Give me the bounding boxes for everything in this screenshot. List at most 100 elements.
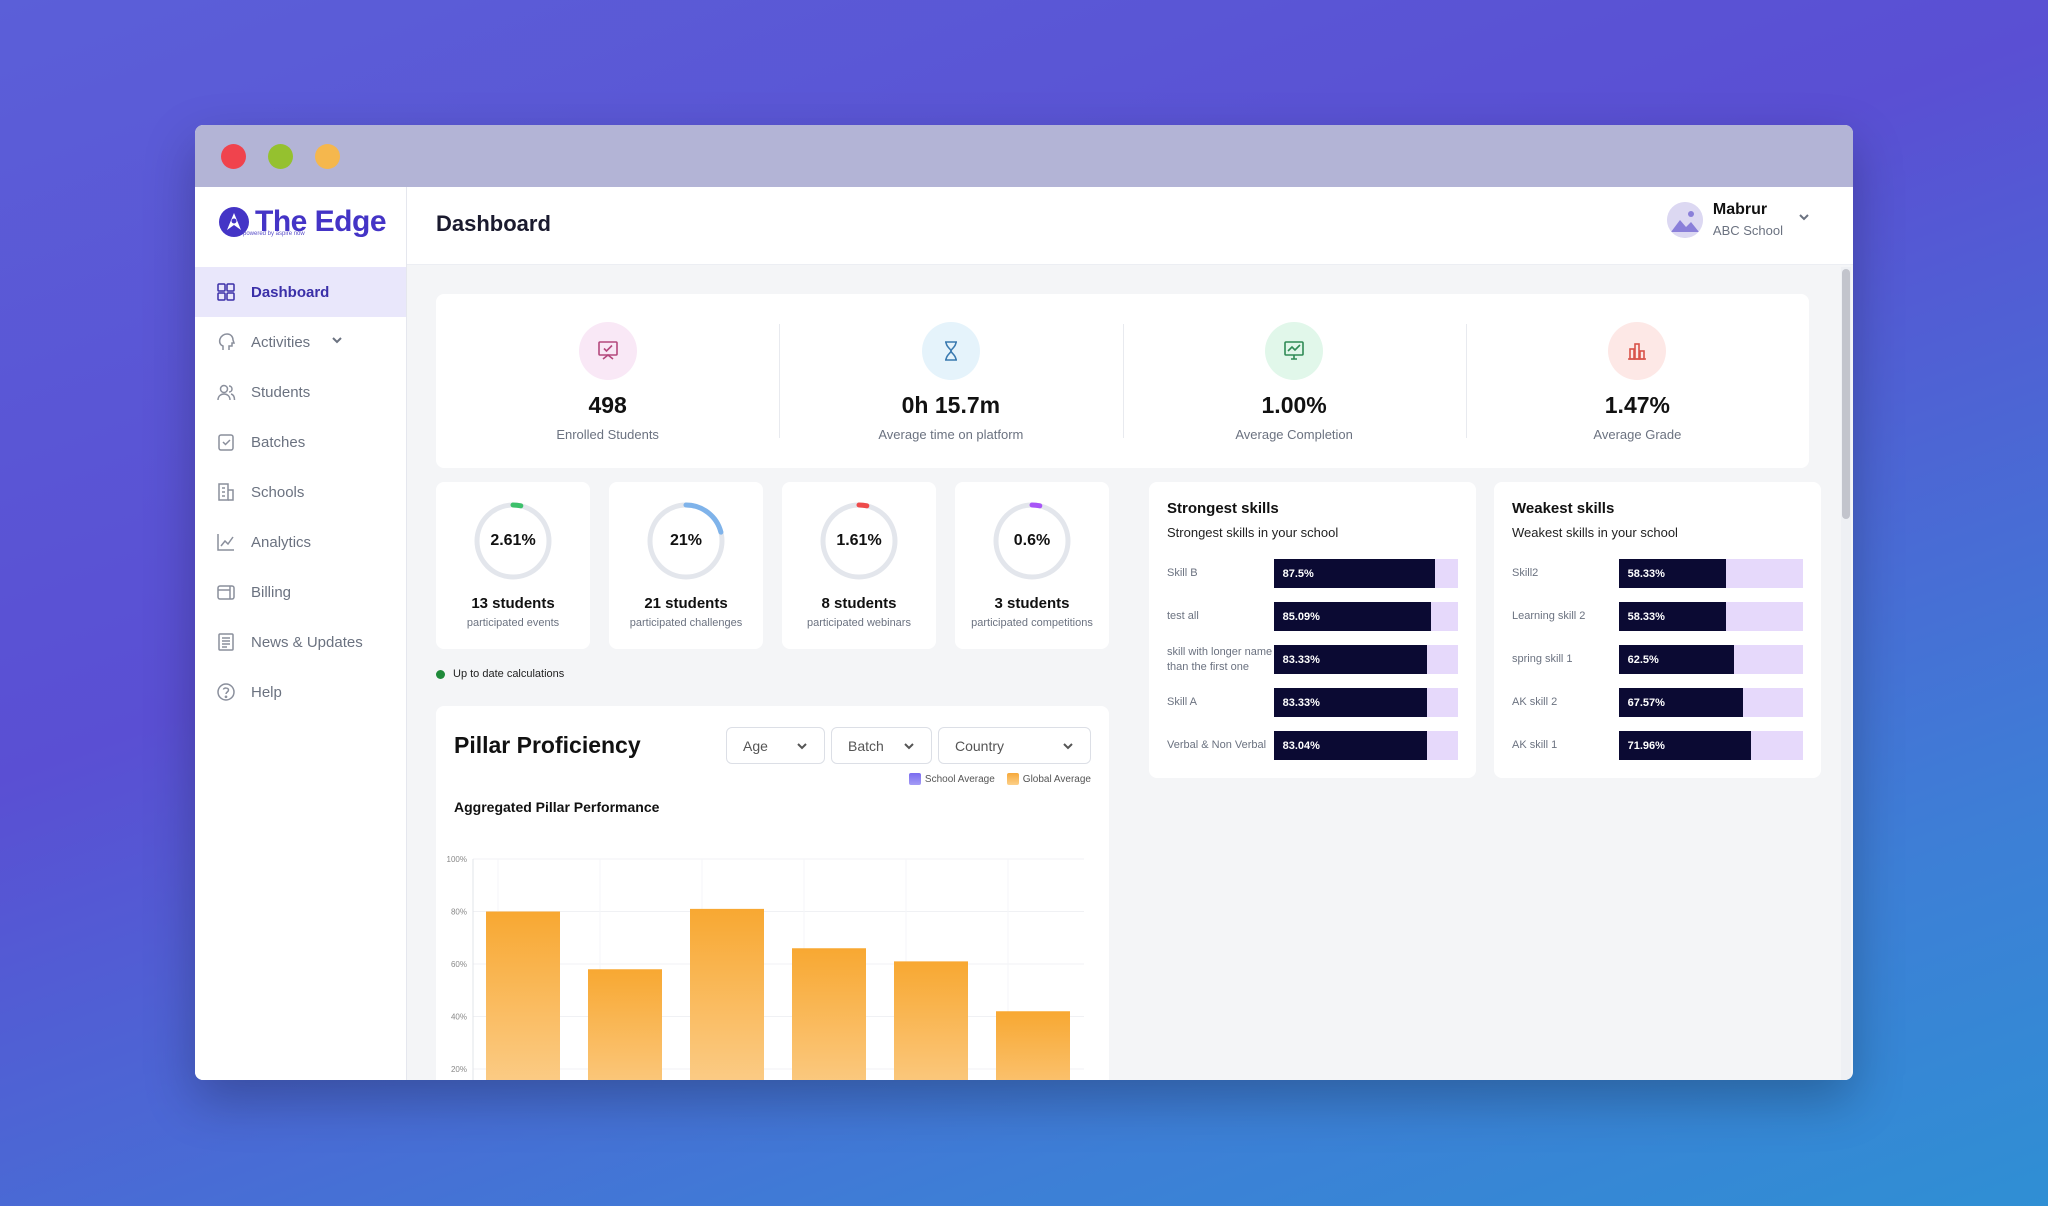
building-icon [215, 481, 237, 503]
sidebar-item-label: Students [251, 383, 311, 401]
skill-bar: 71.96% [1618, 731, 1803, 760]
maximize-window-button[interactable] [315, 144, 340, 169]
legend-label: School Average [924, 773, 995, 785]
weakest-skills-card: Weakest skills Weakest skills in your sc… [1494, 482, 1821, 778]
sidebar-item-label: Help [251, 683, 282, 701]
title-bar [195, 125, 1853, 187]
skill-value: 62.5% [1627, 653, 1659, 666]
legend-label: Global Average [1022, 773, 1091, 785]
skill-row: AK skill 1 71.96% [1512, 724, 1803, 767]
strongest-skills-subtitle: Strongest skills in your school [1167, 525, 1339, 540]
sidebar-item-news-updates[interactable]: News & Updates [195, 617, 406, 667]
skill-row: Verbal & Non Verbal 83.04% [1167, 724, 1458, 767]
global-average-bar[interactable] [996, 1011, 1070, 1080]
skill-value: 85.09% [1282, 610, 1320, 623]
hourglass-icon [921, 322, 980, 380]
global-average-bar[interactable] [588, 969, 662, 1080]
chart-legend: School Average Global Average [908, 773, 1091, 785]
stat-item: 0h 15.7m Average time on platform [779, 294, 1122, 468]
sidebar-item-label: Schools [251, 483, 305, 501]
skill-value: 83.33% [1282, 696, 1320, 709]
scroll-thumb[interactable] [1842, 269, 1850, 519]
minimize-window-button[interactable] [268, 144, 293, 169]
skill-name: Skill2 [1512, 567, 1539, 580]
monitor-chart-icon [1265, 322, 1324, 380]
news-icon [215, 631, 237, 653]
global-average-bar[interactable] [894, 961, 968, 1080]
y-tick-label: 20% [451, 1065, 467, 1074]
sidebar-item-activities[interactable]: Activities [195, 317, 406, 367]
sidebar-item-students[interactable]: Students [195, 367, 406, 417]
user-name: Mabrur [1712, 201, 1768, 218]
chevron-down-icon [797, 742, 807, 749]
skill-value: 58.33% [1627, 567, 1665, 580]
sidebar-item-label: News & Updates [251, 633, 363, 651]
participant-count: 3 students [994, 595, 1070, 612]
skill-row: skill with longer name than the first on… [1167, 638, 1458, 681]
skill-bar-fill [1618, 559, 1727, 588]
y-tick-label: 80% [451, 908, 467, 917]
user-menu[interactable]: Mabrur ABC School [1666, 201, 1811, 238]
stat-label: Enrolled Students [556, 427, 659, 442]
skill-name: Learning skill 2 [1512, 610, 1586, 623]
sidebar-item-batches[interactable]: Batches [195, 417, 406, 467]
stat-item: 1.47% Average Grade [1465, 294, 1809, 468]
progress-ring-arc [647, 502, 725, 580]
country-filter-label: Country [955, 737, 1005, 754]
skill-value: 83.33% [1282, 653, 1320, 666]
brand-logo[interactable]: The Edge [217, 205, 387, 239]
content-scrollbar[interactable] [1841, 267, 1851, 1080]
rocket-logo-icon [219, 207, 249, 237]
progress-ring: 2.61% [472, 500, 554, 582]
strongest-skills-list: Skill B 87.5% test all 85.09% skill with… [1167, 552, 1458, 767]
skill-bar-fill [1273, 559, 1435, 588]
ring-percent: 2.61% [490, 532, 536, 549]
sidebar-item-dashboard[interactable]: Dashboard [195, 267, 406, 317]
skill-name: spring skill 1 [1512, 653, 1573, 666]
sidebar-item-label: Activities [251, 333, 311, 351]
stats-card: 498 Enrolled Students 0h 15.7m Average t… [436, 294, 1809, 468]
skill-name: skill with longer name than the first on… [1167, 645, 1273, 673]
weakest-skills-title: Weakest skills [1512, 500, 1615, 517]
legend-school-average: School Average [908, 773, 995, 785]
skill-bar-fill [1273, 731, 1427, 760]
skill-name: test all [1167, 610, 1199, 623]
skill-row: spring skill 1 62.5% [1512, 638, 1803, 681]
pillar-title: Pillar Proficiency [454, 732, 641, 758]
participation-desc: participated challenges [629, 617, 743, 629]
close-window-button[interactable] [221, 144, 246, 169]
sidebar-nav: Dashboard Activities Students Batches Sc… [195, 267, 406, 717]
stat-item: 1.00% Average Completion [1122, 294, 1466, 468]
global-average-bar[interactable] [486, 911, 560, 1081]
sidebar-item-label: Analytics [251, 533, 312, 551]
progress-ring: 21% [645, 500, 727, 582]
skill-value: 58.33% [1627, 610, 1665, 623]
sidebar-item-analytics[interactable]: Analytics [195, 517, 406, 567]
progress-ring-arc [820, 502, 898, 580]
chevron-down-icon[interactable] [1797, 210, 1811, 229]
sidebar-item-help[interactable]: Help [195, 667, 406, 717]
participation-card: 21% 21 students participated challenges [609, 482, 763, 649]
sidebar-item-schools[interactable]: Schools [195, 467, 406, 517]
participation-desc: participated webinars [807, 617, 911, 629]
sidebar-item-label: Billing [251, 583, 292, 601]
line-chart-icon [215, 531, 237, 553]
global-average-bar[interactable] [792, 948, 866, 1080]
weakest-skills-list: Skill2 58.33% Learning skill 2 58.33% sp… [1512, 552, 1803, 767]
age-filter-select[interactable]: Age [726, 727, 825, 764]
global-average-bar[interactable] [690, 908, 764, 1080]
country-filter-select[interactable]: Country [938, 727, 1091, 764]
skill-value: 87.5% [1282, 567, 1314, 580]
skill-bar-fill [1273, 602, 1431, 631]
legend-global-average: Global Average [1006, 773, 1091, 785]
batch-filter-select[interactable]: Batch [831, 727, 932, 764]
skill-bar: 85.09% [1273, 602, 1458, 631]
sidebar-item-billing[interactable]: Billing [195, 567, 406, 617]
skill-name: Skill B [1167, 567, 1198, 580]
stat-label: Average Grade [1593, 427, 1682, 442]
y-tick-label: 40% [451, 1013, 467, 1022]
skill-name: Verbal & Non Verbal [1167, 739, 1267, 752]
chevron-down-icon[interactable] [330, 333, 344, 351]
skill-bar: 62.5% [1618, 645, 1803, 674]
grid-icon [215, 281, 237, 303]
